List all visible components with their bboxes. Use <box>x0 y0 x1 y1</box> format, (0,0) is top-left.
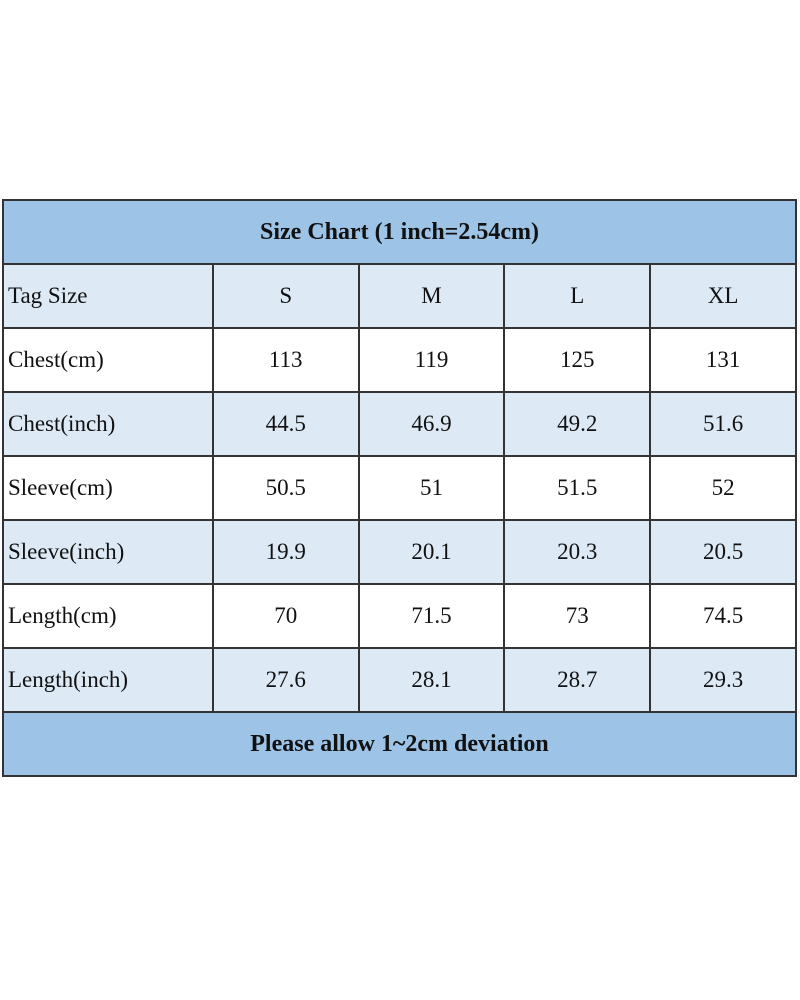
header-row: Tag Size S M L XL <box>2 263 797 329</box>
cell-value: 131 <box>649 327 797 393</box>
table-row: Sleeve(inch) 19.9 20.1 20.3 20.5 <box>2 519 797 585</box>
size-xl: XL <box>649 263 797 329</box>
size-chart-table: Size Chart (1 inch=2.54cm) Tag Size S M … <box>2 199 797 777</box>
cell-value: 44.5 <box>211 391 360 457</box>
size-l: L <box>503 263 652 329</box>
row-label: Length(cm) <box>2 583 214 649</box>
footer-row: Please allow 1~2cm deviation <box>2 711 797 777</box>
cell-value: 125 <box>503 327 652 393</box>
row-label: Chest(inch) <box>2 391 214 457</box>
deviation-note: Please allow 1~2cm deviation <box>2 711 797 777</box>
cell-value: 49.2 <box>503 391 652 457</box>
row-label: Length(inch) <box>2 647 214 713</box>
table-row: Chest(inch) 44.5 46.9 49.2 51.6 <box>2 391 797 457</box>
table-row: Length(inch) 27.6 28.1 28.7 29.3 <box>2 647 797 713</box>
cell-value: 73 <box>503 583 652 649</box>
cell-value: 119 <box>357 327 506 393</box>
cell-value: 27.6 <box>211 647 360 713</box>
cell-value: 20.1 <box>357 519 506 585</box>
cell-value: 19.9 <box>211 519 360 585</box>
title-row: Size Chart (1 inch=2.54cm) <box>2 199 797 265</box>
table-row: Length(cm) 70 71.5 73 74.5 <box>2 583 797 649</box>
size-s: S <box>211 263 360 329</box>
cell-value: 113 <box>211 327 360 393</box>
cell-value: 20.3 <box>503 519 652 585</box>
cell-value: 52 <box>649 455 797 521</box>
cell-value: 29.3 <box>649 647 797 713</box>
cell-value: 50.5 <box>211 455 360 521</box>
row-label: Chest(cm) <box>2 327 214 393</box>
row-label: Sleeve(cm) <box>2 455 214 521</box>
table-row: Chest(cm) 113 119 125 131 <box>2 327 797 393</box>
table-row: Sleeve(cm) 50.5 51 51.5 52 <box>2 455 797 521</box>
cell-value: 28.7 <box>503 647 652 713</box>
cell-value: 51.6 <box>649 391 797 457</box>
size-m: M <box>357 263 506 329</box>
size-chart-title: Size Chart (1 inch=2.54cm) <box>2 199 797 265</box>
cell-value: 51.5 <box>503 455 652 521</box>
cell-value: 20.5 <box>649 519 797 585</box>
cell-value: 46.9 <box>357 391 506 457</box>
cell-value: 51 <box>357 455 506 521</box>
cell-value: 74.5 <box>649 583 797 649</box>
row-label: Sleeve(inch) <box>2 519 214 585</box>
cell-value: 28.1 <box>357 647 506 713</box>
cell-value: 71.5 <box>357 583 506 649</box>
header-label: Tag Size <box>2 263 214 329</box>
cell-value: 70 <box>211 583 360 649</box>
